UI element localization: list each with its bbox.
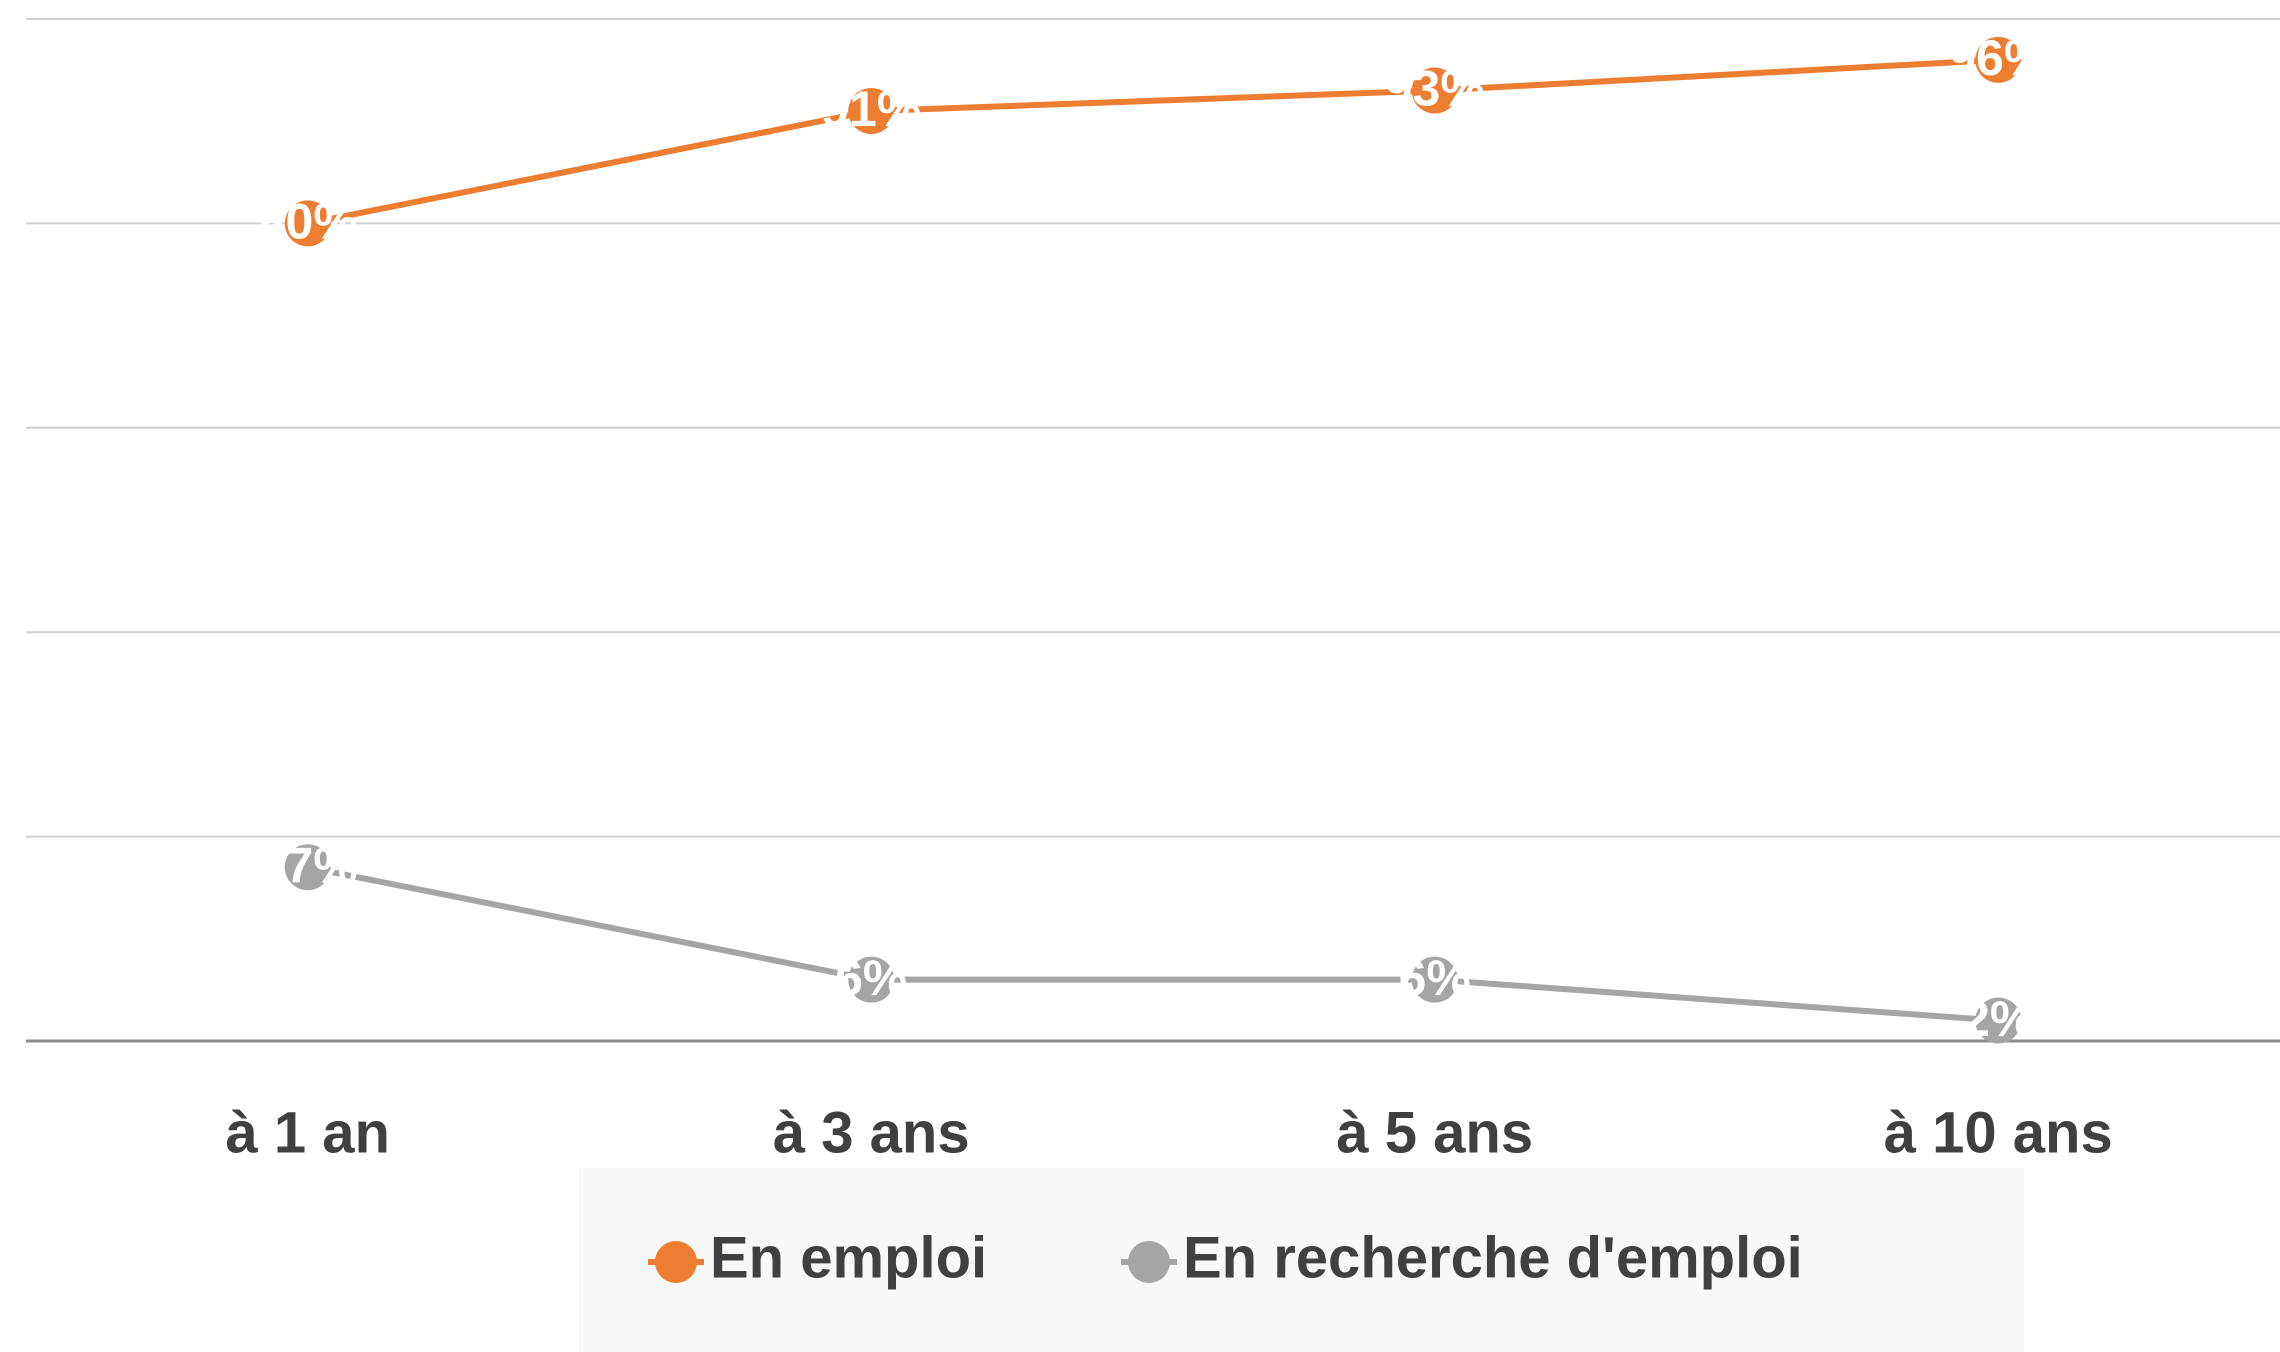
point-marker — [848, 87, 895, 134]
data-label: 93% — [1385, 61, 1485, 117]
legend-item: En emploi — [648, 1225, 987, 1290]
data-label: 17% — [258, 837, 358, 893]
data-label: 6% — [1399, 950, 1471, 1006]
x-tick-label: à 5 ans — [1336, 1100, 1533, 1165]
point-marker — [284, 844, 331, 891]
point-marker — [1975, 997, 2022, 1044]
point-marker — [1975, 36, 2022, 83]
data-label: 91% — [821, 81, 921, 137]
legend-label: En emploi — [710, 1225, 987, 1290]
legend-box — [579, 1168, 2024, 1352]
point-marker — [1411, 67, 1458, 114]
point-marker — [284, 200, 331, 247]
x-tick-label: à 10 ans — [1884, 1100, 2113, 1165]
legend-marker — [1128, 1241, 1170, 1283]
data-label: 6% — [835, 950, 907, 1006]
data-label: 80% — [258, 194, 358, 250]
x-tick-label: à 1 an — [226, 1100, 390, 1165]
legend-item: En recherche d'emploi — [1121, 1225, 1803, 1290]
point-marker — [848, 956, 895, 1003]
legend-marker — [655, 1241, 697, 1283]
data-label: 2% — [1962, 991, 2034, 1047]
series-line — [307, 56, 1999, 227]
x-tick-label: à 3 ans — [773, 1100, 970, 1165]
series-line — [307, 864, 1999, 1024]
data-label: 96% — [1948, 30, 2048, 86]
legend-label: En recherche d'emploi — [1183, 1225, 1803, 1290]
point-marker — [1411, 956, 1458, 1003]
